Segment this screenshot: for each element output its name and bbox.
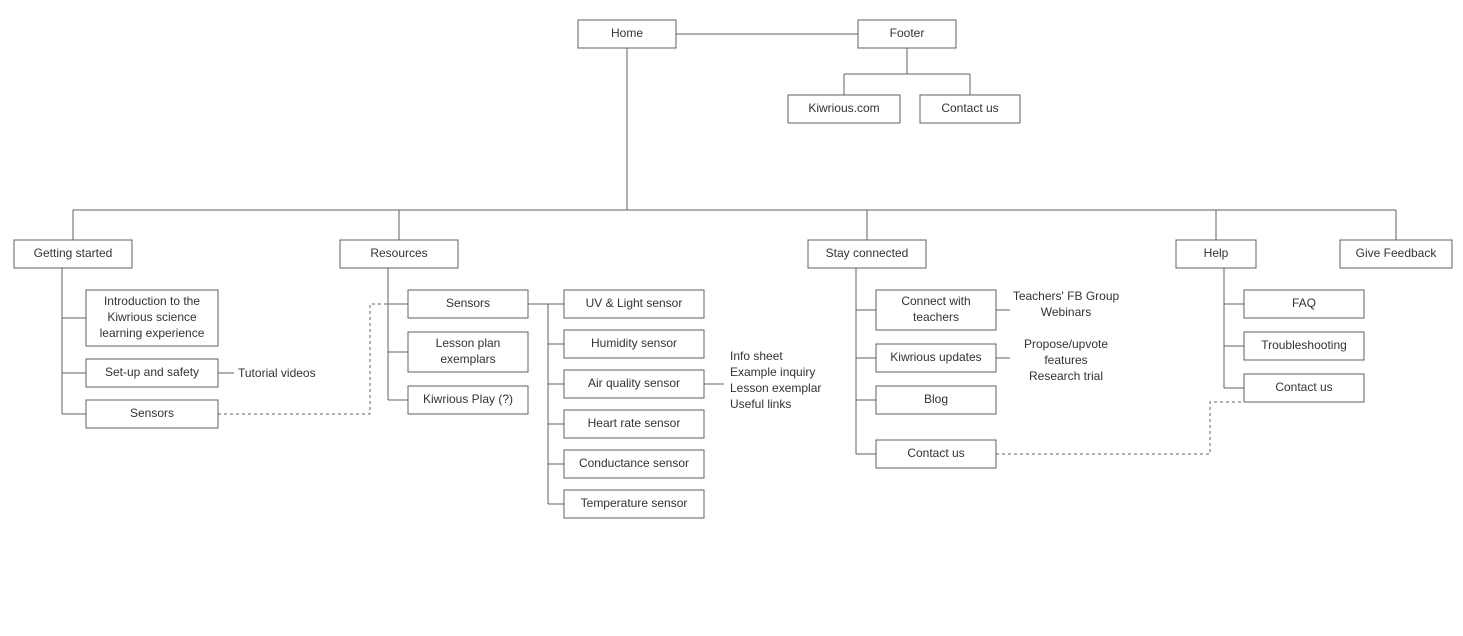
nodes-group: Home Footer Kiwrious.com Contact us Getting … bbox=[14, 20, 1452, 518]
node-label-home: Home bbox=[611, 26, 643, 40]
node-kiwrious-play: Kiwrious Play (?) bbox=[408, 386, 528, 414]
node-label-conductance: Conductance sensor bbox=[579, 456, 689, 470]
node-uv-light: UV & Light sensor bbox=[564, 290, 704, 318]
node-air-quality: Air quality sensor bbox=[564, 370, 704, 398]
node-label-blog: Blog bbox=[924, 392, 948, 406]
node-label-res-sensors: Sensors bbox=[446, 296, 490, 310]
node-gs-sensors: Sensors bbox=[86, 400, 218, 428]
annotation-propose-upvote: Propose/upvotefeaturesResearch trial bbox=[1024, 337, 1108, 383]
edge-e-dot-contact bbox=[996, 402, 1244, 454]
node-label-troubleshooting: Troubleshooting bbox=[1261, 338, 1347, 352]
node-help: Help bbox=[1176, 240, 1256, 268]
node-label-help: Help bbox=[1204, 246, 1229, 260]
node-conductance: Conductance sensor bbox=[564, 450, 704, 478]
node-help-contact: Contact us bbox=[1244, 374, 1364, 402]
node-label-uv-light: UV & Light sensor bbox=[586, 296, 683, 310]
node-label-gs-sensors: Sensors bbox=[130, 406, 174, 420]
node-getting-started: Getting started bbox=[14, 240, 132, 268]
node-label-faq: FAQ bbox=[1292, 296, 1316, 310]
node-label-help-contact: Contact us bbox=[1275, 380, 1332, 394]
node-connect-teachers: Connect withteachers bbox=[876, 290, 996, 330]
node-intro: Introduction to theKiwrious sciencelearn… bbox=[86, 290, 218, 346]
node-label-contact-top: Contact us bbox=[941, 101, 998, 115]
node-give-feedback: Give Feedback bbox=[1340, 240, 1452, 268]
annotation-sensor-info: Info sheetExample inquiryLesson exemplar… bbox=[730, 349, 821, 411]
node-label-setup: Set-up and safety bbox=[105, 365, 199, 379]
node-label-kiwrious-play: Kiwrious Play (?) bbox=[423, 392, 513, 406]
node-kiwrious-updates: Kiwrious updates bbox=[876, 344, 996, 372]
node-label-temperature: Temperature sensor bbox=[581, 496, 688, 510]
node-heart-rate: Heart rate sensor bbox=[564, 410, 704, 438]
node-troubleshooting: Troubleshooting bbox=[1244, 332, 1364, 360]
node-humidity: Humidity sensor bbox=[564, 330, 704, 358]
node-faq: FAQ bbox=[1244, 290, 1364, 318]
node-label-getting-started: Getting started bbox=[34, 246, 113, 260]
node-label-stay-connected: Stay connected bbox=[826, 246, 909, 260]
node-setup: Set-up and safety bbox=[86, 359, 218, 387]
sitemap-diagram: Home Footer Kiwrious.com Contact us Getting … bbox=[0, 0, 1463, 636]
node-resources: Resources bbox=[340, 240, 458, 268]
node-label-humidity: Humidity sensor bbox=[591, 336, 677, 350]
node-label-kiwrious-updates: Kiwrious updates bbox=[890, 350, 981, 364]
node-home: Home bbox=[578, 20, 676, 48]
node-label-intro: Introduction to theKiwrious sciencelearn… bbox=[100, 294, 205, 340]
node-label-give-feedback: Give Feedback bbox=[1356, 246, 1438, 260]
node-footer: Footer bbox=[858, 20, 956, 48]
node-stay-connected: Stay connected bbox=[808, 240, 926, 268]
annotation-tutorial-videos: Tutorial videos bbox=[238, 366, 316, 380]
node-blog: Blog bbox=[876, 386, 996, 414]
node-label-footer: Footer bbox=[890, 26, 925, 40]
edges-group bbox=[62, 34, 1396, 504]
node-temperature: Temperature sensor bbox=[564, 490, 704, 518]
node-label-kiwrious-com: Kiwrious.com bbox=[808, 101, 879, 115]
node-kiwrious-com: Kiwrious.com bbox=[788, 95, 900, 123]
edge-e-dot-gs-res bbox=[218, 304, 408, 414]
node-sc-contact: Contact us bbox=[876, 440, 996, 468]
node-label-sc-contact: Contact us bbox=[907, 446, 964, 460]
node-contact-top: Contact us bbox=[920, 95, 1020, 123]
annotation-teachers-fb: Teachers' FB GroupWebinars bbox=[1013, 289, 1120, 319]
node-label-air-quality: Air quality sensor bbox=[588, 376, 680, 390]
node-label-resources: Resources bbox=[370, 246, 427, 260]
node-lesson-plan: Lesson planexemplars bbox=[408, 332, 528, 372]
node-label-heart-rate: Heart rate sensor bbox=[588, 416, 681, 430]
node-res-sensors: Sensors bbox=[408, 290, 528, 318]
